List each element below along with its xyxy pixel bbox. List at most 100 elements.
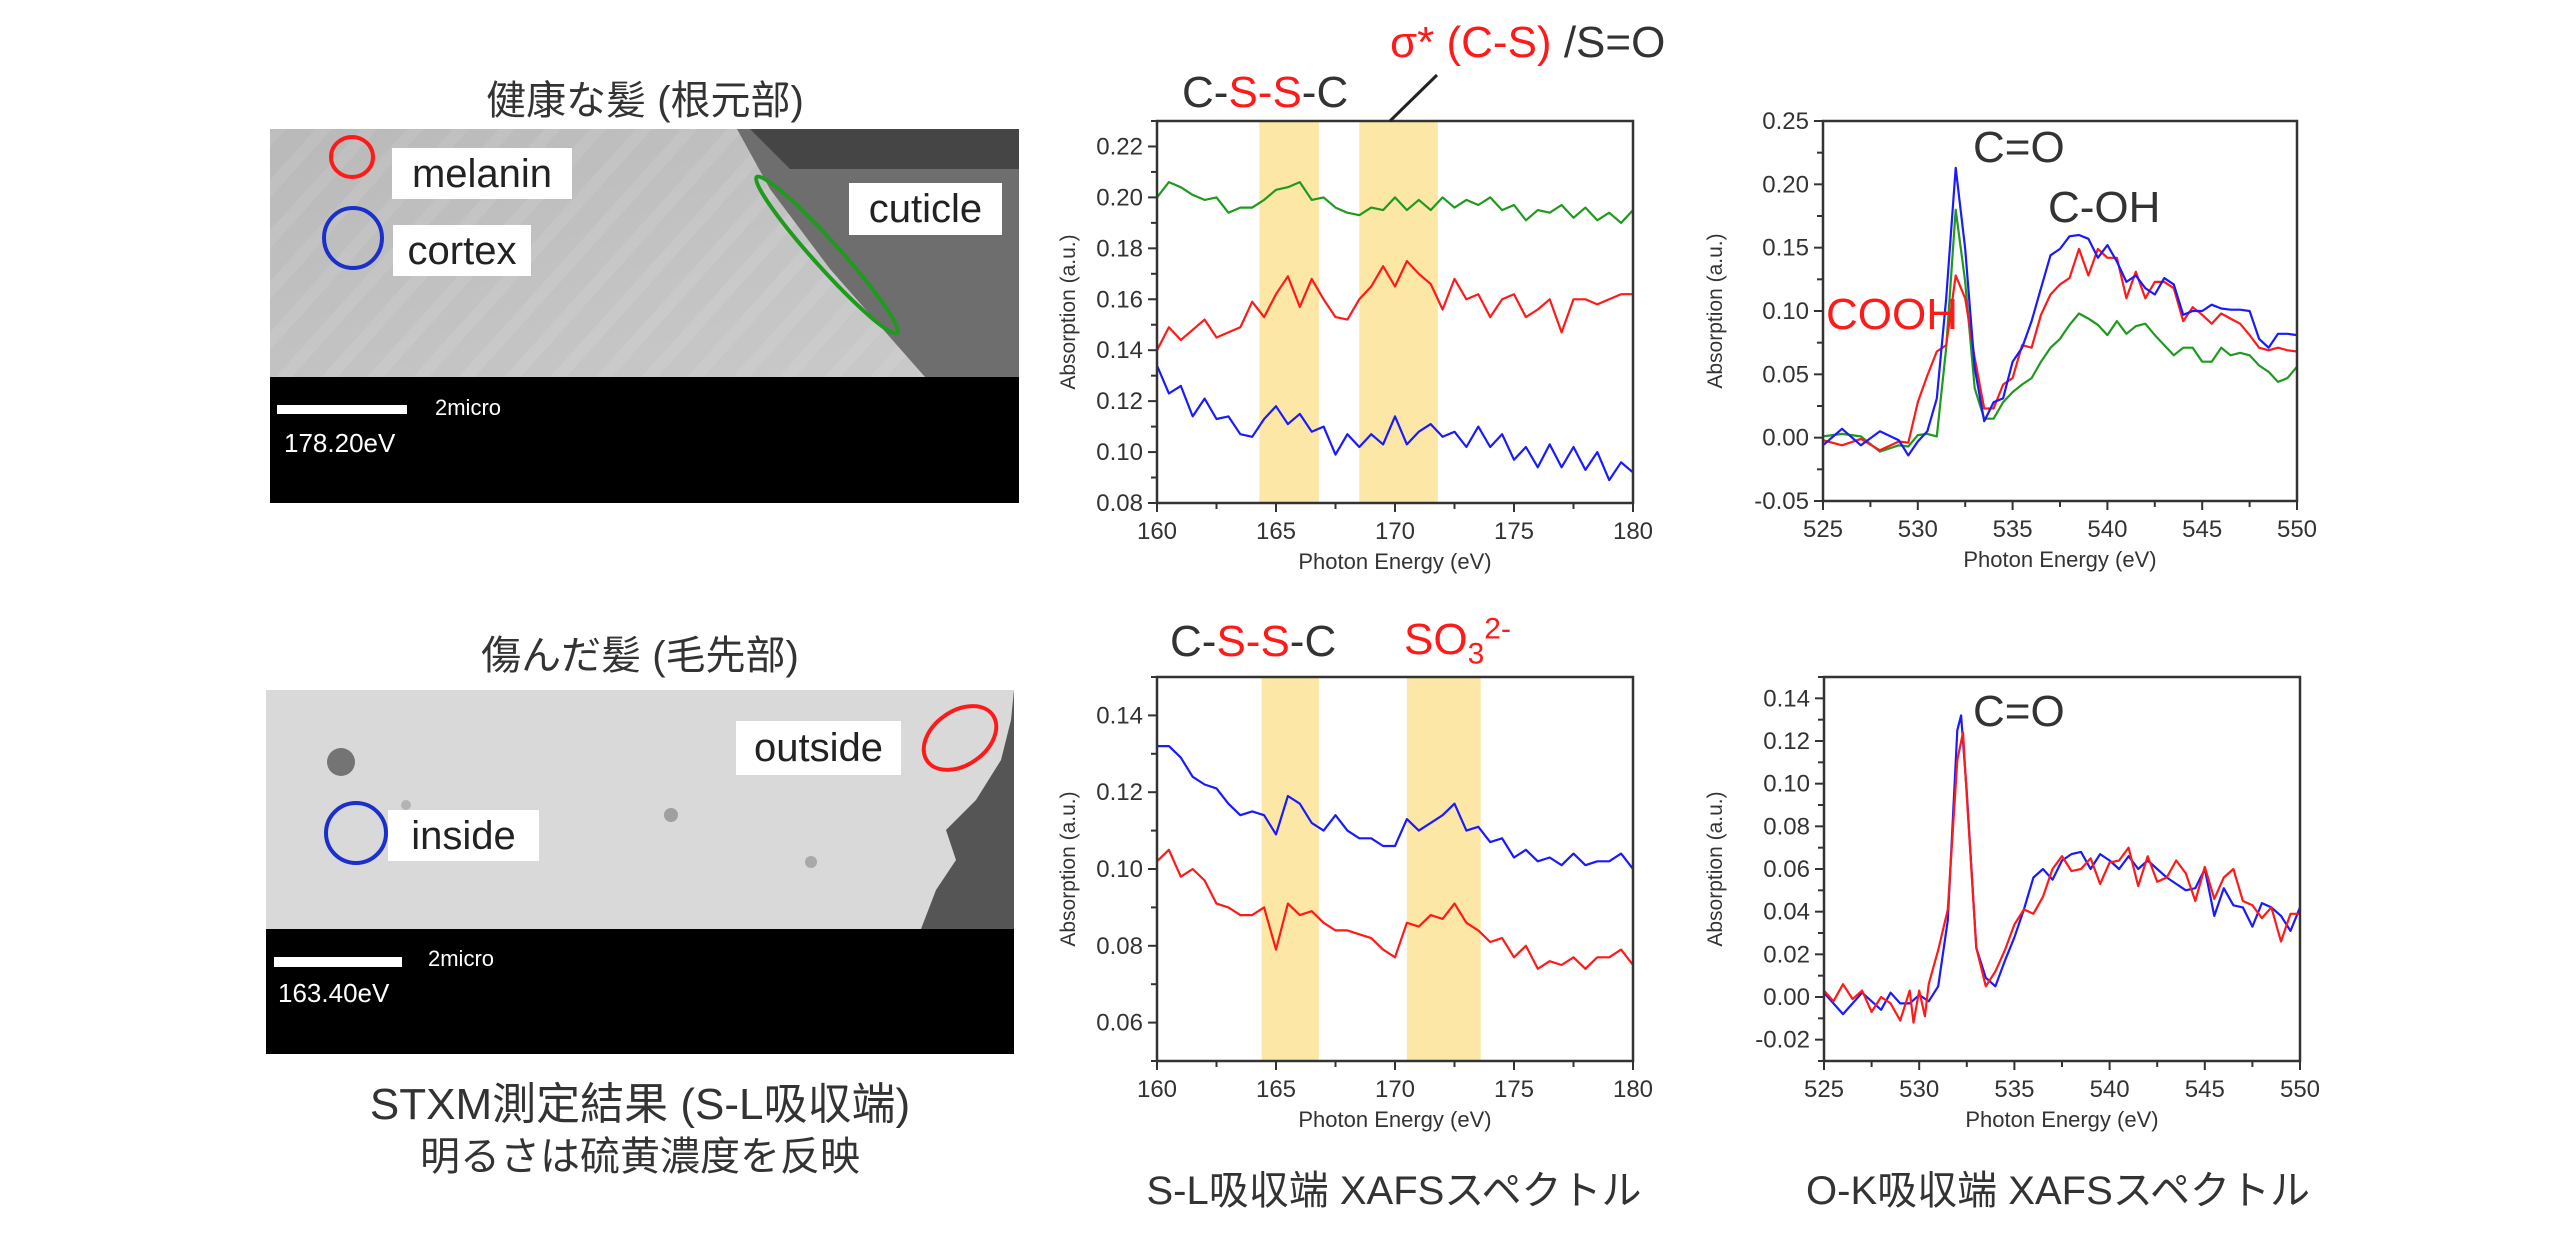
- y-tick-label: 0.08: [1096, 933, 1143, 960]
- y-tick-label: 0.14: [1096, 702, 1143, 729]
- x-axis-label: Photon Energy (eV): [1298, 1107, 1491, 1132]
- highlight-band: [1359, 121, 1438, 503]
- annotation-disulfide-bottom: C-S-S-C: [1170, 617, 1336, 667]
- series-line: [1824, 731, 2300, 1024]
- x-tick-label: 545: [2182, 516, 2222, 543]
- annotation-leader-line: [1388, 73, 1439, 123]
- scale-bar: [274, 957, 402, 967]
- annotation-disulfide-top: C-S-S-C: [1182, 68, 1348, 118]
- annotation-part: C-: [1170, 617, 1217, 666]
- y-tick-label: -0.05: [1754, 488, 1809, 515]
- annotation-part: S-S: [1228, 68, 1302, 117]
- x-axis-label: Photon Energy (eV): [1963, 547, 2156, 572]
- outside-label: outside: [736, 721, 901, 775]
- x-tick-label: 540: [2087, 516, 2127, 543]
- y-tick-label: 0.25: [1762, 108, 1809, 135]
- series-line: [1824, 714, 2300, 1016]
- y-axis-label: Absorption (a.u.): [1704, 233, 1727, 388]
- series-line: [1157, 260, 1633, 351]
- chart-1: 160 165 170 175 180 0.08 0.10 0.12 0.14 0.16 0.18 0…: [1057, 119, 1653, 574]
- y-tick-label: 0.10: [1096, 439, 1143, 466]
- y-tick-label: 0.06: [1096, 1010, 1143, 1037]
- healthy-hair-stxm-image: melanin cortex cuticle 2micro 178.20eV: [270, 129, 1019, 503]
- y-tick-label: 0.20: [1096, 184, 1143, 211]
- highlight-band: [1261, 677, 1319, 1061]
- y-tick-label: 0.20: [1762, 171, 1809, 198]
- y-axis-label: Absorption (a.u.): [1057, 234, 1080, 389]
- y-tick-label: 0.10: [1096, 856, 1143, 883]
- series-line: [1157, 365, 1633, 482]
- x-tick-label: 180: [1613, 518, 1653, 545]
- series-line: [1823, 208, 2297, 453]
- y-tick-label: 0.15: [1762, 235, 1809, 262]
- y-tick-label: 0.18: [1096, 235, 1143, 262]
- y-axis-label: Absorption (a.u.): [1704, 791, 1727, 946]
- ok-xafs-caption: O-K吸収端 XAFSスペクトル: [1806, 1169, 2310, 1213]
- annotation-part: /S=O: [1551, 18, 1666, 67]
- energy-label: 163.40eV: [278, 978, 390, 1008]
- chart-4: 525 530 535 540 545 550 -0.02 0.00 0.02 0.04 0.06 0…: [1704, 675, 2320, 1132]
- y-tick-label: 0.12: [1763, 728, 1810, 755]
- annotation-superscript: 2-: [1484, 612, 1511, 646]
- annotation-carbonyl-bottom: C=O: [1973, 687, 2065, 736]
- x-tick-label: 175: [1494, 1076, 1534, 1103]
- series-line: [1157, 744, 1633, 870]
- annotation-sigma-cs: σ* (C-S) /S=O: [1390, 18, 1665, 68]
- x-tick-label: 160: [1137, 1076, 1177, 1103]
- annotation-carbonyl-top: C=O: [1973, 123, 2065, 172]
- x-tick-label: 175: [1494, 518, 1534, 545]
- scale-bar-label: 2micro: [428, 946, 495, 971]
- melanin-marker-circle: [329, 135, 375, 179]
- y-tick-label: 0.10: [1763, 771, 1810, 798]
- x-tick-label: 550: [2277, 516, 2317, 543]
- annotation-hydroxyl: C-OH: [2048, 183, 2161, 232]
- scale-bar-label: 2micro: [435, 395, 502, 420]
- x-tick-label: 540: [2090, 1076, 2130, 1103]
- x-tick-label: 535: [1994, 1076, 2034, 1103]
- x-tick-label: 160: [1137, 518, 1177, 545]
- plot-frame: [1155, 675, 1635, 1063]
- y-tick-label: 0.22: [1096, 133, 1143, 160]
- annotation-part: SO: [1404, 614, 1468, 664]
- annotation-part: -C: [1301, 68, 1349, 117]
- stxm-caption: STXM測定結果 (S-L吸収端): [369, 1080, 911, 1129]
- y-tick-label: 0.14: [1763, 685, 1810, 712]
- annotation-carboxyl: COOH: [1826, 290, 1958, 339]
- y-tick-label: 0.04: [1763, 899, 1810, 926]
- cuticle-marker-ellipse: [754, 174, 900, 336]
- annotation-subscript: 3: [1467, 637, 1485, 671]
- annotation-part: S-S: [1216, 617, 1290, 666]
- y-tick-label: 0.12: [1096, 388, 1143, 415]
- series-line: [1823, 247, 2297, 452]
- chart-2: 525 530 535 540 545 550 -0.05 0.00 0.05 0.10 0.15 0…: [1704, 108, 2317, 572]
- y-tick-label: 0.06: [1763, 856, 1810, 883]
- cortex-marker-circle: [322, 206, 384, 270]
- y-tick-label: 0.12: [1096, 779, 1143, 806]
- x-axis-label: Photon Energy (eV): [1965, 1107, 2158, 1132]
- x-tick-label: 180: [1613, 1076, 1653, 1103]
- x-tick-label: 530: [1899, 1076, 1939, 1103]
- highlight-band: [1406, 677, 1481, 1061]
- y-tick-label: 0.02: [1763, 941, 1810, 968]
- y-axis-label: Absorption (a.u.): [1057, 791, 1080, 946]
- inside-label: inside: [388, 810, 539, 861]
- damaged-hair-micrograph: [266, 690, 1014, 1054]
- annotation-part: -C: [1289, 617, 1337, 666]
- y-tick-label: 0.14: [1096, 337, 1143, 364]
- x-tick-label: 170: [1375, 518, 1415, 545]
- x-tick-label: 545: [2185, 1076, 2225, 1103]
- x-tick-label: 525: [1803, 516, 1843, 543]
- melanin-label: melanin: [392, 148, 572, 199]
- y-tick-label: -0.02: [1755, 1027, 1810, 1054]
- series-line: [1823, 166, 2297, 457]
- series-line: [1157, 181, 1633, 224]
- y-tick-label: 0.00: [1762, 425, 1809, 452]
- stxm-subcaption: 明るさは硫黄濃度を反映: [420, 1135, 860, 1179]
- y-tick-label: 0.08: [1096, 490, 1143, 517]
- y-tick-label: 0.05: [1762, 361, 1809, 388]
- y-tick-label: 0.16: [1096, 286, 1143, 313]
- cuticle-label: cuticle: [849, 183, 1002, 235]
- outside-marker-ellipse: [921, 704, 999, 772]
- x-tick-label: 525: [1804, 1076, 1844, 1103]
